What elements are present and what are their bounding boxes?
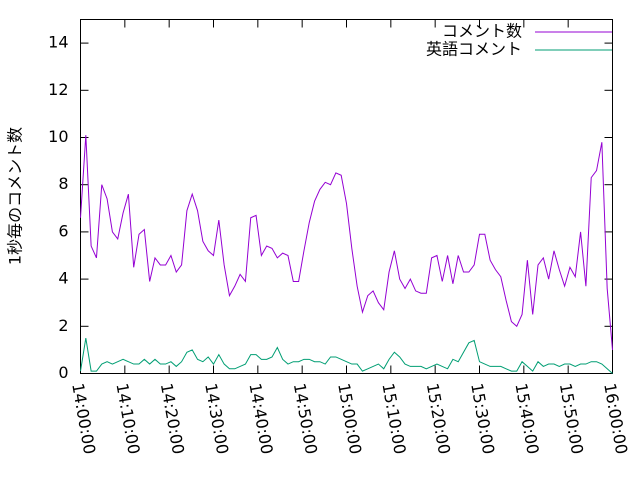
- x-tick-label: 15:10:00: [378, 382, 409, 456]
- x-tick-label: 15:50:00: [556, 382, 587, 456]
- x-tick-label: 15:00:00: [334, 382, 365, 456]
- x-tick-label: 14:00:00: [68, 382, 99, 456]
- x-tick-label: 14:50:00: [290, 382, 321, 456]
- y-tick-label: 10: [48, 127, 68, 146]
- x-tick-label: 15:30:00: [467, 382, 498, 456]
- y-tick-label: 0: [58, 363, 68, 382]
- y-tick-label: 4: [58, 269, 68, 288]
- y-tick-label: 6: [58, 221, 68, 240]
- plot-border: [80, 19, 613, 374]
- x-tick-label: 14:30:00: [201, 382, 232, 456]
- x-tick-label: 16:00:00: [600, 382, 631, 456]
- x-tick-label: 14:20:00: [157, 382, 188, 456]
- legend-label: コメント数: [442, 22, 522, 41]
- x-tick-label: 15:40:00: [511, 382, 542, 456]
- x-tick-label: 14:10:00: [112, 382, 143, 456]
- y-tick-label: 12: [48, 80, 68, 99]
- y-tick-label: 8: [58, 174, 68, 193]
- series-line: [80, 135, 613, 350]
- y-tick-label: 14: [48, 33, 68, 52]
- legend-label: 英語コメント: [426, 40, 522, 59]
- x-tick-label: 14:40:00: [245, 382, 276, 456]
- y-axis-label: 1秒毎のコメント数: [6, 127, 25, 265]
- y-tick-label: 2: [58, 316, 68, 335]
- x-tick-label: 15:20:00: [423, 382, 454, 456]
- series-line: [80, 338, 613, 374]
